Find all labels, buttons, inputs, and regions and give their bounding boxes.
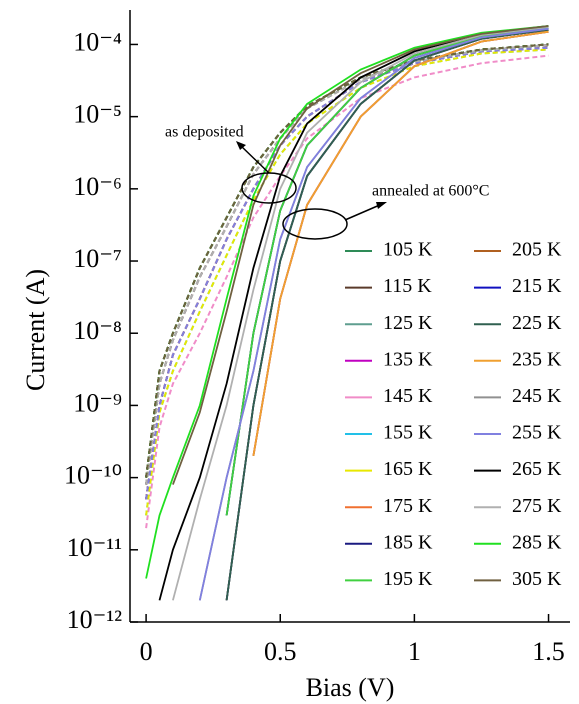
x-tick-label: 0.5: [264, 637, 297, 666]
dashed-line: [145, 44, 549, 485]
y-tick-label: 10⁻⁷: [73, 244, 122, 273]
y-tick-label: 10⁻¹²: [67, 605, 123, 634]
line: [198, 27, 549, 601]
dashed-line: [145, 43, 549, 478]
dashed-line: [145, 43, 549, 478]
legend-label: 275 K: [512, 495, 562, 517]
legend-label: 185 K: [383, 531, 433, 553]
arrow: [344, 203, 383, 221]
legend-label: 145 K: [383, 385, 433, 407]
y-tick-label: 10⁻⁴: [73, 27, 122, 56]
dashed-line: [145, 44, 549, 485]
dashed-line: [145, 44, 549, 485]
legend-label: 255 K: [512, 422, 562, 444]
legend-label: 285 K: [512, 531, 562, 553]
legend-label: 205 K: [512, 239, 562, 261]
dashed-line: [145, 43, 549, 478]
legend-label: 235 K: [512, 348, 562, 370]
line: [225, 28, 549, 601]
legend-label: 105 K: [383, 239, 433, 261]
legend-label: 195 K: [383, 568, 433, 590]
y-axis-label: Current (A): [21, 269, 50, 391]
line: [198, 27, 549, 601]
annotation: annealed at 600°C: [372, 183, 489, 200]
line: [252, 30, 549, 457]
x-tick-label: 0: [140, 637, 153, 666]
dashed-line: [145, 43, 549, 478]
legend-label: 115 K: [383, 275, 432, 297]
line: [172, 25, 549, 485]
legend-label: 175 K: [383, 495, 433, 517]
legend-label: 265 K: [512, 458, 562, 480]
arrow-head: [236, 141, 246, 150]
y-tick-label: 10⁻¹⁰: [64, 461, 122, 490]
legend: 105 K 115 K 125 K 135 K 145 K 155 K 165 K 175 K…: [345, 239, 562, 590]
x-axis-label: Bias (V): [306, 673, 395, 702]
ellipse: [241, 172, 297, 204]
legend-label: 125 K: [383, 312, 433, 334]
legend-label: 215 K: [512, 275, 562, 297]
legend-label: 225 K: [512, 312, 562, 334]
annotation: as deposited: [165, 124, 244, 141]
arrow-head: [376, 202, 387, 209]
dashed-line: [145, 43, 549, 478]
y-tick-label: 10⁻⁹: [73, 388, 122, 417]
line: [145, 25, 549, 579]
legend-label: 135 K: [383, 348, 433, 370]
legend-label: 305 K: [512, 568, 562, 590]
x-tick-label: 1: [408, 637, 421, 666]
dashed-line: [145, 54, 549, 529]
line: [172, 26, 549, 601]
arrow: [239, 144, 270, 174]
line: [225, 26, 549, 516]
dashed-line: [145, 43, 549, 478]
y-tick-label: 10⁻¹¹: [67, 533, 122, 562]
y-tick-label: 10⁻⁵: [73, 100, 122, 129]
dashed-line: [145, 44, 549, 485]
legend-label: 245 K: [512, 385, 562, 407]
dashed-line: [145, 44, 549, 485]
plot-area: [145, 25, 549, 601]
ellipse: [282, 208, 348, 240]
y-tick-label: 10⁻⁸: [73, 316, 122, 345]
y-tick-label: 10⁻⁶: [73, 172, 122, 201]
legend-label: 155 K: [383, 422, 433, 444]
legend-label: 165 K: [383, 458, 433, 480]
x-tick-label: 1.5: [532, 637, 565, 666]
line: [158, 25, 549, 601]
